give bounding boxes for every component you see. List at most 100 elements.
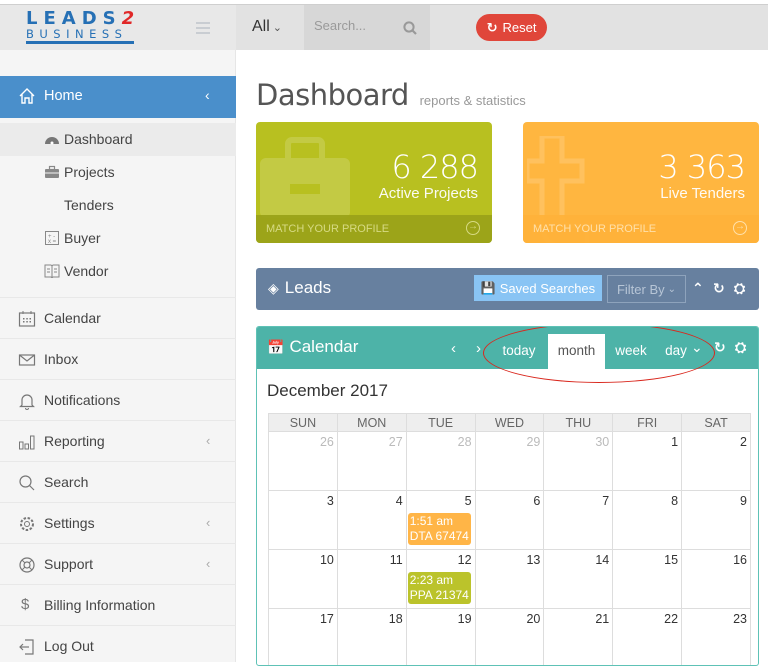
day-number: 29 [526,435,540,449]
stat-footer-label: MATCH YOUR PROFILE [533,223,656,235]
view-day-tab[interactable]: day [659,334,693,369]
sidebar-item-settings[interactable]: Settings ‹ [0,502,236,543]
logo-text: LEADS [26,8,122,29]
day-cell[interactable]: 20 [475,609,544,666]
sidebar-item-label: Home [44,88,83,104]
day-cell[interactable]: 5 1:51 amDTA 67474 [406,491,475,550]
sidebar-item-label: Settings [44,515,95,531]
sidebar-item-label: Projects [64,164,115,180]
day-cell[interactable]: 27 [337,432,406,491]
day-cell[interactable]: 7 [544,491,613,550]
sidebar-item-inbox[interactable]: Inbox [0,338,236,379]
bell-icon [18,392,36,410]
sidebar-item-notifications[interactable]: Notifications [0,379,236,420]
menu-toggle-icon[interactable] [196,22,210,34]
day-cell[interactable]: 4 [337,491,406,550]
sidebar-item-label: Inbox [44,351,78,367]
sidebar-item-logout[interactable]: Log Out [0,625,236,666]
match-profile-link[interactable]: MATCH YOUR PROFILE→ [256,215,492,243]
day-cell[interactable]: 21 [544,609,613,666]
sidebar-item-projects[interactable]: Projects [0,156,236,189]
scope-dropdown[interactable]: All⌄ [252,18,282,36]
sidebar-item-billing[interactable]: $ Billing Information [0,584,236,625]
day-cell[interactable]: 2 [682,432,751,491]
sidebar-item-label: Calendar [44,310,101,326]
day-cell[interactable]: 10 [269,550,338,609]
day-number: 6 [533,494,540,508]
day-cell[interactable]: 8 [613,491,682,550]
view-today-button[interactable]: today [497,334,541,369]
prev-month-button[interactable]: ‹ [451,340,456,357]
day-cell[interactable]: 11 [337,550,406,609]
day-number: 21 [595,612,609,626]
day-cell[interactable]: 18 [337,609,406,666]
sidebar-item-search[interactable]: Search [0,461,236,502]
view-week-tab[interactable]: week [609,334,653,369]
gear-icon [18,515,36,533]
sidebar-item-dashboard[interactable]: Dashboard [0,123,236,156]
day-cell[interactable]: 9 [682,491,751,550]
collapse-icon[interactable]: ⌃ [692,280,704,297]
chevron-down-icon: ⌄ [668,284,676,295]
search-icon[interactable] [402,20,418,36]
arrow-circle-right-icon: → [466,221,480,235]
sidebar-item-label: Dashboard [64,131,133,147]
sidebar-item-calendar[interactable]: Calendar [0,297,236,338]
day-cell[interactable]: 15 [613,550,682,609]
calendar-event[interactable]: 2:23 amPPA 21374 [408,572,471,604]
sidebar-item-home[interactable]: Home ‹ [0,76,236,118]
day-cell[interactable]: 26 [269,432,338,491]
chevron-down-icon[interactable]: ⌄ [691,339,703,356]
calendar-title: Calendar [289,337,358,357]
sidebar-item-label: Reporting [44,433,105,449]
day-number: 9 [740,494,747,508]
sidebar-item-buyer[interactable]: + -x = Buyer [0,222,236,255]
sidebar-item-reporting[interactable]: Reporting ‹ [0,420,236,461]
sidebar-item-support[interactable]: Support ‹ [0,543,236,584]
day-cell[interactable]: 3 [269,491,338,550]
filter-by-dropdown[interactable]: Filter By⌄ [607,275,686,303]
day-number: 1 [671,435,678,449]
sidebar-item-vendor[interactable]: Vendor [0,255,236,288]
day-cell[interactable]: 14 [544,550,613,609]
day-cell[interactable]: 13 [475,550,544,609]
weekday-header: THU [544,414,613,432]
sidebar-item-label: Support [44,556,93,572]
leads2business-logo[interactable]: LEADS2 BUSINESS [26,10,134,44]
day-cell[interactable]: 17 [269,609,338,666]
day-cell[interactable]: 28 [406,432,475,491]
chevron-down-icon: ⌄ [273,22,282,34]
day-cell[interactable]: 6 [475,491,544,550]
day-number: 13 [526,553,540,567]
stat-value: 3 363 [658,148,745,186]
day-cell[interactable]: 29 [475,432,544,491]
day-cell[interactable]: 19 [406,609,475,666]
fullscreen-lifebuoy-icon[interactable]: ⛭ [735,339,746,356]
sidebar-item-label: Tenders [64,197,114,213]
day-number: 22 [664,612,678,626]
next-month-button[interactable]: › [476,340,481,357]
leads-portlet-header: ◈Leads 💾Saved Searches Filter By⌄ ⌃ ↻ ⛭ [256,268,759,310]
view-month-tab[interactable]: month [548,334,605,369]
page-title: Dashboard reports & statistics [256,78,526,112]
day-number: 14 [595,553,609,567]
sidebar-item-tenders[interactable]: 𝔕 Tenders [0,189,236,222]
reload-icon[interactable]: ↻ [713,280,725,297]
day-cell[interactable]: 30 [544,432,613,491]
day-cell[interactable]: 16 [682,550,751,609]
calendar-event[interactable]: 1:51 amDTA 67474 [408,513,471,545]
fullscreen-lifebuoy-icon[interactable]: ⛭ [734,280,745,297]
search-input[interactable] [314,18,394,33]
match-profile-link[interactable]: MATCH YOUR PROFILE→ [523,215,759,243]
saved-searches-button[interactable]: 💾Saved Searches [474,275,602,301]
reload-icon[interactable]: ↻ [714,339,726,356]
bar-chart-icon [18,433,36,451]
logo-subtext: BUSINESS [26,28,134,44]
day-cell[interactable]: 23 [682,609,751,666]
page-subtitle: reports & statistics [420,93,526,108]
reset-button[interactable]: ↻Reset [476,14,547,41]
day-cell[interactable]: 1 [613,432,682,491]
dashboard-icon [44,132,60,146]
day-cell[interactable]: 12 2:23 amPPA 21374 [406,550,475,609]
day-cell[interactable]: 22 [613,609,682,666]
